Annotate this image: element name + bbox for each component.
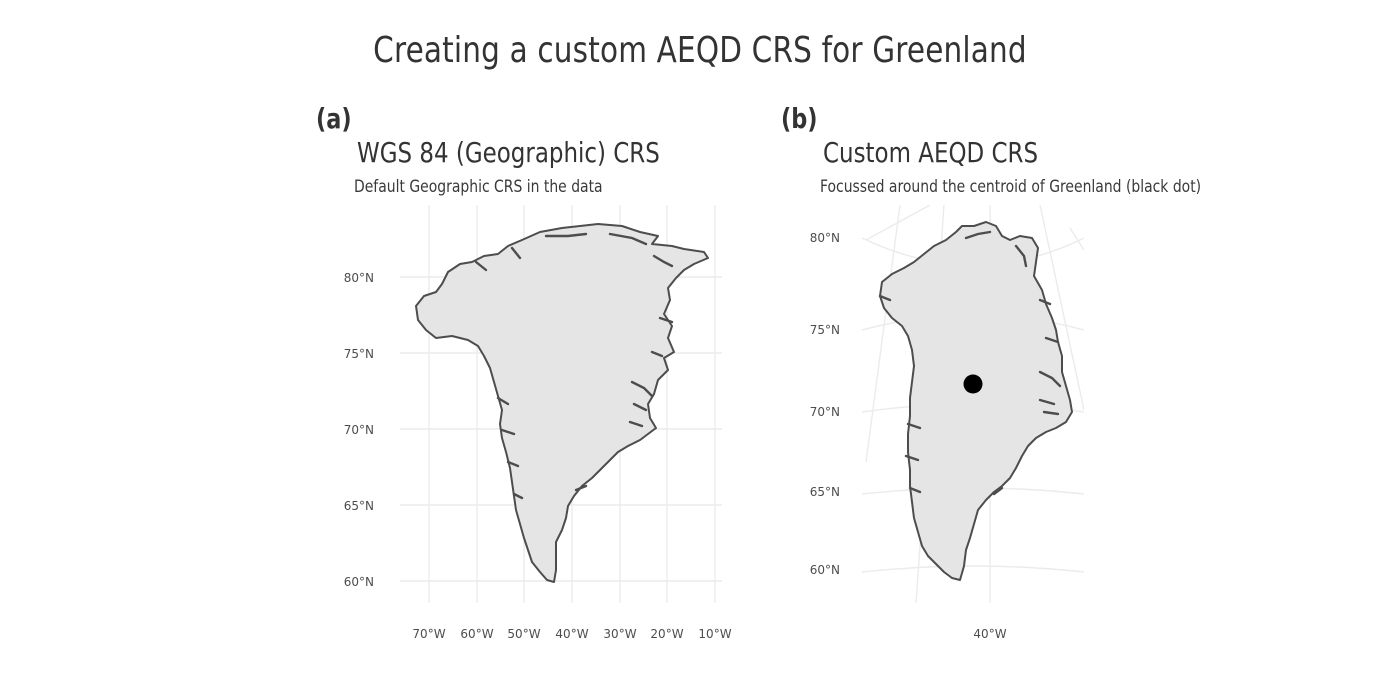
panel-b-lon-labels: 40°W (973, 627, 1006, 641)
inlet-b-west-1 (906, 422, 922, 430)
lon-label: 30°W (603, 627, 636, 641)
panel-a-tag: (a) (316, 102, 352, 135)
inlet-b-se-1 (992, 486, 1004, 496)
grid-meridian-right-2 (1069, 227, 1084, 251)
lon-label: 10°W (698, 627, 731, 641)
grid-arc-60n (862, 565, 1084, 573)
greenland-geographic (415, 223, 709, 583)
inlet-west-4 (512, 492, 524, 500)
panel-a-lon-labels: 70°W 60°W 50°W 40°W 30°W 20°W 10°W (412, 627, 731, 641)
panel-a-title: WGS 84 (Geographic) CRS (357, 136, 660, 169)
lat-label: 60°N (344, 575, 374, 589)
lat-label: 70°N (810, 405, 840, 419)
panel-a-subtitle: Default Geographic CRS in the data (354, 177, 603, 197)
inlet-b-nw-1 (878, 294, 892, 302)
inlet-b-east-5 (1042, 410, 1060, 416)
panel-a-lat-labels: 80°N 75°N 70°N 65°N 60°N (344, 271, 374, 589)
inlet-west-3 (506, 460, 520, 468)
lat-label: 75°N (344, 347, 374, 361)
inlet-se-1 (574, 484, 588, 492)
lat-label: 65°N (810, 485, 840, 499)
inlet-north-4 (510, 246, 522, 260)
inlet-b-east-1 (1038, 298, 1052, 306)
inlet-ne-1 (652, 254, 674, 268)
panel-b-map: 80°N 75°N 70°N 65°N 60°N 40°W (810, 205, 1084, 641)
lat-label: 70°N (344, 423, 374, 437)
inlet-b-north-1 (964, 230, 992, 240)
lon-label: 70°W (412, 627, 445, 641)
inlet-west-1 (496, 396, 510, 406)
figure-title: Creating a custom AEQD CRS for Greenland (373, 30, 1027, 71)
panel-a-map: 80°N 75°N 70°N 65°N 60°N 70°W 60°W 50°W … (344, 205, 732, 641)
lon-label: 40°W (973, 627, 1006, 641)
panel-b-tag: (b) (781, 102, 818, 135)
inlet-b-west-2 (904, 454, 920, 462)
inlet-west-2 (500, 428, 516, 436)
lon-label: 50°W (507, 627, 540, 641)
inlet-b-east-2 (1044, 336, 1060, 344)
lat-label: 80°N (810, 231, 840, 245)
inlet-north-3 (474, 260, 488, 272)
panel-b-subtitle: Focussed around the centroid of Greenlan… (820, 177, 1202, 197)
lat-label: 75°N (810, 323, 840, 337)
panel-b-title: Custom AEQD CRS (823, 136, 1039, 169)
grid-meridian-left-2 (865, 205, 901, 463)
lat-label: 65°N (344, 499, 374, 513)
inlet-b-north-2 (1014, 244, 1028, 268)
panel-b-lat-labels: 80°N 75°N 70°N 65°N 60°N (810, 231, 840, 577)
inlet-east-4 (632, 402, 648, 412)
lat-label: 60°N (810, 563, 840, 577)
grid-meridian-left-3 (865, 205, 931, 241)
lon-label: 20°W (650, 627, 683, 641)
inlet-north-2 (608, 232, 648, 246)
greenland-aeqd (879, 221, 1073, 581)
inlet-b-east-4 (1038, 398, 1056, 406)
grid-meridian-right-1 (1039, 205, 1084, 411)
inlet-east-3 (630, 380, 654, 398)
lon-label: 40°W (555, 627, 588, 641)
inlet-b-east-3 (1038, 370, 1062, 388)
inlet-b-west-3 (908, 486, 922, 494)
inlet-east-2 (650, 350, 664, 358)
inlet-north-1 (544, 232, 588, 238)
inlet-east-1 (658, 316, 674, 324)
inlet-east-5 (628, 420, 644, 428)
centroid-dot (963, 374, 983, 394)
lon-label: 60°W (460, 627, 493, 641)
lat-label: 80°N (344, 271, 374, 285)
